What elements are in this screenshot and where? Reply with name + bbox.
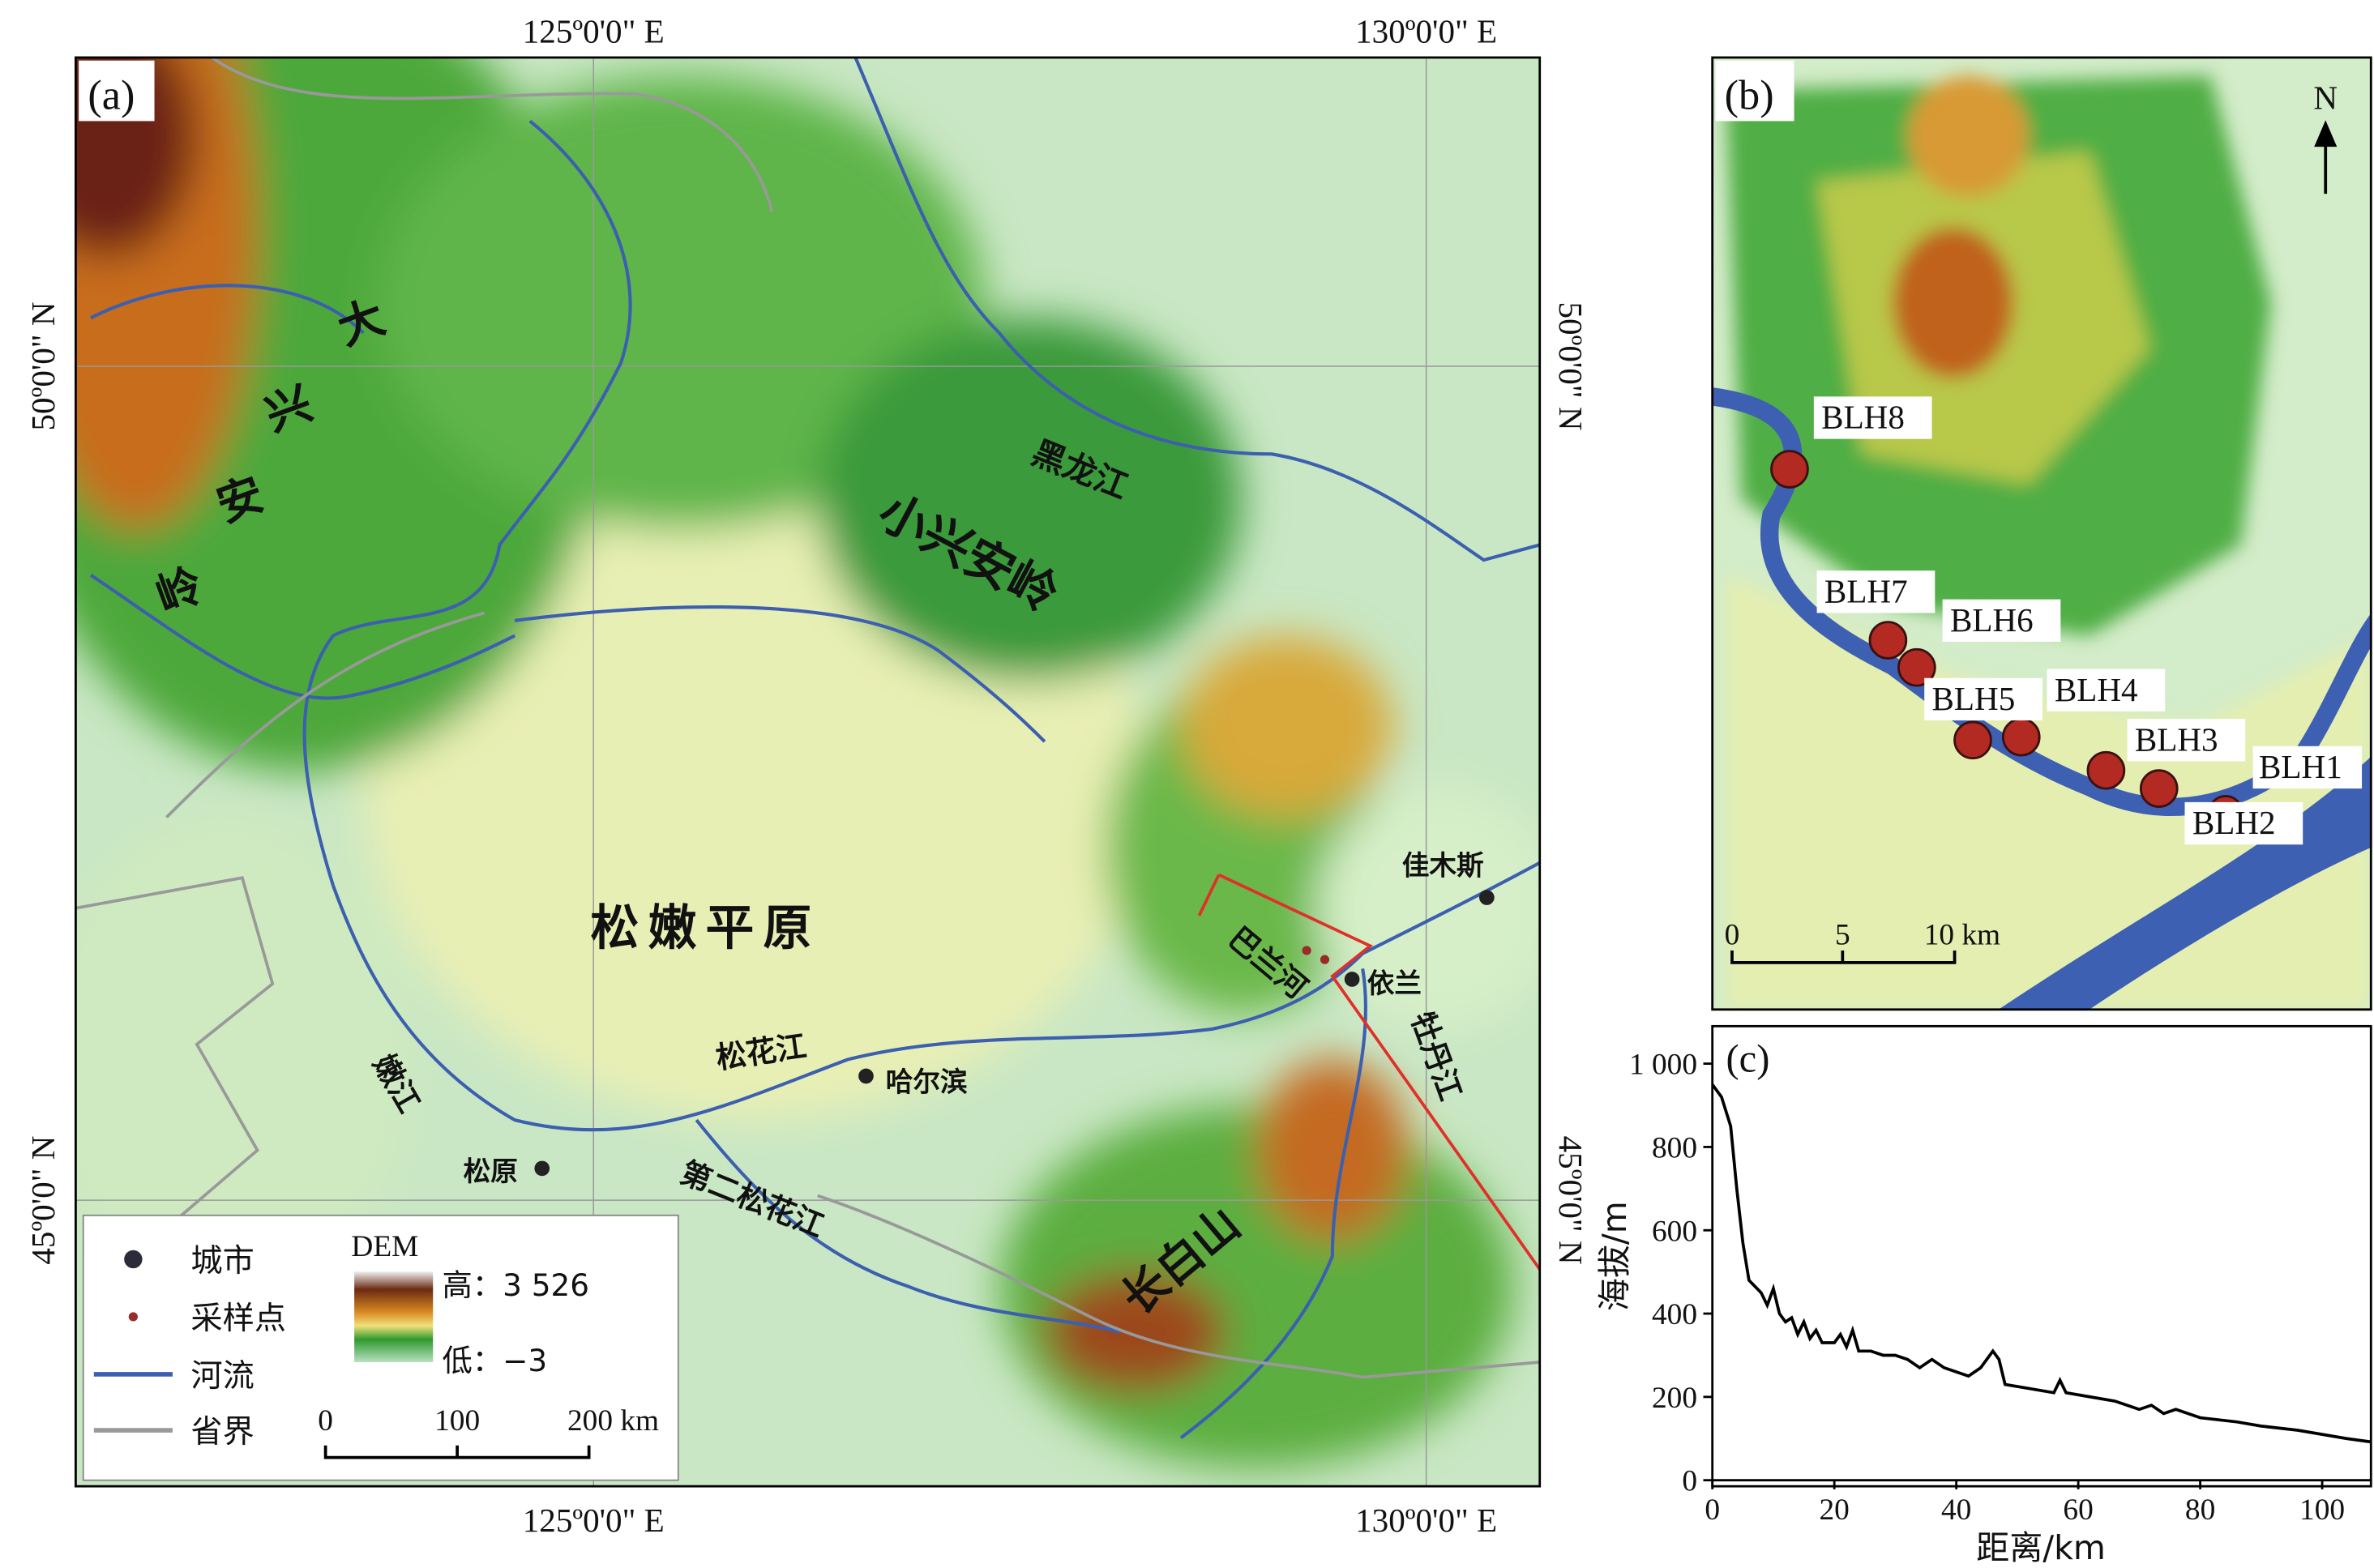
city-label: 哈尔滨 <box>886 1067 968 1098</box>
north-label: N <box>2313 79 2338 116</box>
profile-arrow <box>1539 1271 1540 1273</box>
lat-label: 50º0'0" N <box>1552 302 1589 431</box>
legend-text: 省界 <box>190 1414 254 1451</box>
site-label: BLH4 <box>2055 671 2138 708</box>
legend-text: 低：−3 <box>442 1343 547 1378</box>
city-dot <box>534 1160 550 1177</box>
city-dot <box>858 1068 874 1084</box>
scale-label: 5 <box>1835 918 1850 951</box>
lon-label: 130º0'0" E <box>1355 1502 1497 1539</box>
legend-sample <box>128 1312 138 1322</box>
profile-line <box>1197 873 1540 1272</box>
legend-text: 高：3 526 <box>442 1267 589 1303</box>
site-label: BLH1 <box>2259 748 2342 785</box>
legend-text: 河流 <box>190 1358 254 1395</box>
frame-b <box>1711 56 2372 1011</box>
legend-text: 采样点 <box>190 1301 286 1337</box>
river-b <box>1998 756 2372 1010</box>
site-label: BLH7 <box>1824 572 1908 609</box>
frame-a <box>74 56 1542 1488</box>
sites <box>1770 450 2244 831</box>
scale-label: 200 km <box>567 1404 659 1438</box>
scale-bar <box>323 1445 591 1459</box>
lat-label: 50º0'0" N <box>24 302 62 431</box>
lon-label: 130º0'0" E <box>1355 12 1497 49</box>
site-label: BLH2 <box>2192 804 2276 841</box>
plain-label: 松嫩平原 <box>591 901 821 955</box>
label-bg <box>79 60 155 122</box>
sample-point <box>1320 955 1330 964</box>
scale-bar <box>1730 950 1957 964</box>
x-tick-label: 100 <box>2299 1493 2345 1527</box>
scale-label: 10 km <box>1924 918 2000 951</box>
frame-c <box>1711 1024 2372 1488</box>
site-label: BLH3 <box>2135 720 2218 758</box>
lon-label: 125º0'0" E <box>523 12 665 49</box>
panel-label: (a) <box>88 71 135 118</box>
y-tick-label: 600 <box>1652 1215 1697 1248</box>
city-label: 松原 <box>464 1156 518 1187</box>
y-tick-label: 0 <box>1682 1465 1697 1498</box>
legend-city <box>124 1250 143 1269</box>
site-labels: BLH1 BLH2 BLH3 BLH4 BLH5 BLH6 BLH7 BLH8 <box>1813 396 2363 845</box>
x-tick-label: 80 <box>2185 1493 2215 1527</box>
x-tick-label: 40 <box>1941 1493 1971 1527</box>
x-axis-label: 距离/km <box>1976 1528 2106 1567</box>
x-tick-label: 60 <box>2063 1493 2093 1527</box>
scale-label: 0 <box>318 1404 333 1438</box>
legend-text: 城市 <box>190 1243 254 1280</box>
y-tick-label: 200 <box>1652 1382 1697 1415</box>
panel-label: (b) <box>1725 71 1774 118</box>
y-axis-label: 海拔/m <box>1595 1201 1634 1311</box>
lon-label: 125º0'0" E <box>523 1502 665 1539</box>
y-tick-label: 1 000 <box>1629 1049 1697 1082</box>
site-label: BLH5 <box>1932 680 2016 717</box>
scale-label: 0 <box>1725 918 1740 951</box>
panel-label: (c) <box>1726 1036 1770 1080</box>
x-tick-label: 20 <box>1819 1493 1849 1527</box>
map-a <box>75 57 1540 1487</box>
x-tick-label: 0 <box>1705 1493 1720 1527</box>
legend: 城市 采样点 河流 省界 DEM 高：3 526 低：−3 0 100 200 … <box>82 1214 679 1481</box>
boundaries <box>75 57 1540 1379</box>
sample-point <box>1302 946 1311 955</box>
legend-text: DEM <box>351 1230 418 1263</box>
lat-label: 45º0'0" N <box>24 1136 62 1265</box>
scale-label: 100 <box>434 1404 480 1438</box>
y-tick-label: 800 <box>1652 1131 1697 1164</box>
y-tick-label: 400 <box>1652 1298 1697 1331</box>
dem-ramp <box>354 1271 434 1362</box>
city-dot <box>1479 890 1495 905</box>
coordinates: 125º0'0" E 130º0'0" E 125º0'0" E 130º0'0… <box>24 12 1589 1539</box>
city-label: 依兰 <box>1367 968 1422 999</box>
profile-line <box>1711 1083 2372 1444</box>
profile-chart: 0 200 400 600 800 1 000 0 20 40 60 80 100 <box>1629 1049 2372 1527</box>
city-label: 佳木斯 <box>1402 851 1484 882</box>
label-bg <box>1715 60 1794 122</box>
map-b <box>1712 57 2372 1010</box>
site-label: BLH6 <box>1950 601 2034 639</box>
lat-label: 45º0'0" N <box>1552 1136 1589 1265</box>
north-arrow <box>2314 120 2338 194</box>
site-label: BLH8 <box>1821 399 1905 436</box>
city-dot <box>1344 972 1360 987</box>
